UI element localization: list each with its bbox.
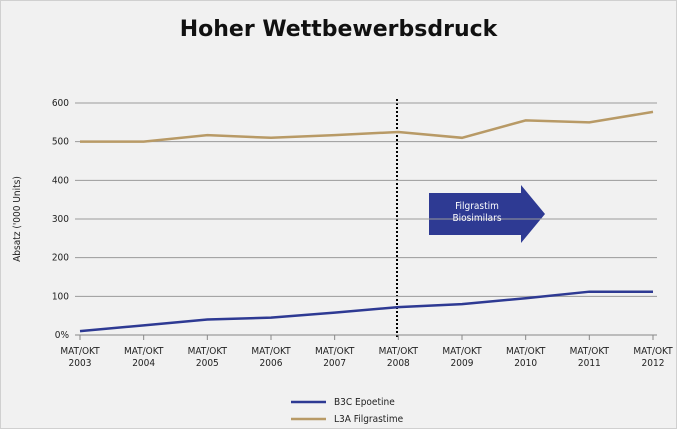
x-tick-label: MAT/OKT 2012 — [633, 346, 673, 369]
annotation: Filgrastim Biosimilars — [452, 201, 502, 224]
y-tick-label: 500 — [52, 137, 69, 148]
y-tick-label: 400 — [52, 175, 69, 186]
y-tick-label: 300 — [52, 214, 69, 225]
legend-label: L3A Filgrastime — [334, 414, 404, 425]
y-tick-label: 600 — [52, 98, 69, 109]
y-tick-label: 100 — [52, 291, 69, 302]
y-tick-label: 0% — [55, 330, 70, 341]
y-axis-label: Absatz ('000 Units) — [12, 176, 23, 262]
x-tick-label: MAT/OKT 2007 — [314, 346, 355, 369]
chart-title: Hoher Wettbewerbsdruck — [179, 17, 498, 42]
series-line — [80, 110, 654, 143]
x-tick-label: MAT/OKT 2004 — [123, 346, 164, 369]
x-tick-label: MAT/OKT 2009 — [442, 346, 482, 369]
x-tick-label: MAT/OKT 2010 — [505, 346, 546, 369]
arrow — [429, 185, 545, 243]
series-line — [79, 290, 653, 333]
legend-label: B3C Epoetine — [334, 397, 395, 408]
x-tick-label: MAT/OKT 2003 — [60, 346, 100, 369]
x-tick-label: MAT/OKT 2011 — [569, 346, 610, 369]
x-tick-label: MAT/OKT 2008 — [378, 346, 419, 369]
x-tick-label: MAT/OKT 2005 — [187, 346, 228, 369]
x-tick-label: MAT/OKT 2006 — [251, 346, 291, 369]
y-tick-label: 200 — [52, 253, 69, 264]
